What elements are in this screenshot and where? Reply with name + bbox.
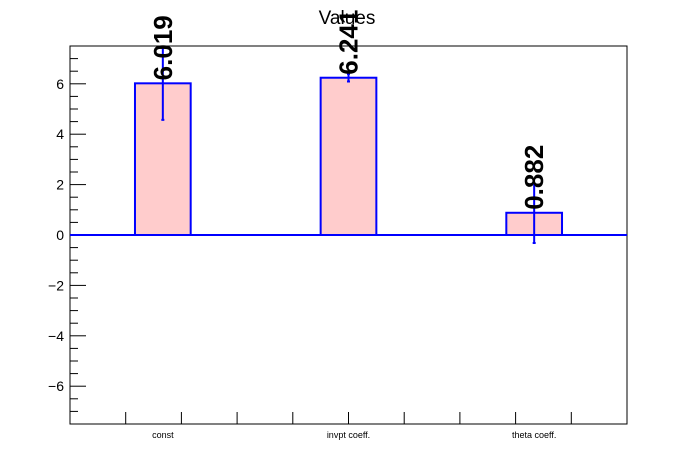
y-tick-label: 4 — [56, 126, 64, 142]
y-tick-label: −4 — [48, 328, 64, 344]
y-tick-label: 2 — [56, 177, 64, 193]
category-labels: const invpt coeff. theta coeff. — [152, 430, 556, 440]
category-label: theta coeff. — [512, 430, 556, 440]
category-label: invpt coeff. — [327, 430, 370, 440]
y-axis: −6 −4 −2 0 2 4 6 — [48, 45, 86, 425]
error-bars — [161, 47, 536, 245]
x-axis — [125, 412, 572, 424]
bar-value-label: 6.241 — [334, 10, 364, 75]
bars — [133, 76, 564, 237]
value-labels: 6.019 6.241 0.882 — [148, 10, 549, 210]
bar-value-label: 0.882 — [519, 145, 549, 210]
category-label: const — [152, 430, 174, 440]
chart-title: Values — [319, 8, 376, 29]
y-tick-label: 0 — [56, 227, 64, 243]
bar-value-label: 6.019 — [148, 15, 178, 80]
y-tick-label: 6 — [56, 76, 64, 92]
y-tick-label: −2 — [48, 277, 64, 293]
bar — [319, 76, 378, 236]
y-tick-label: −6 — [48, 378, 64, 394]
